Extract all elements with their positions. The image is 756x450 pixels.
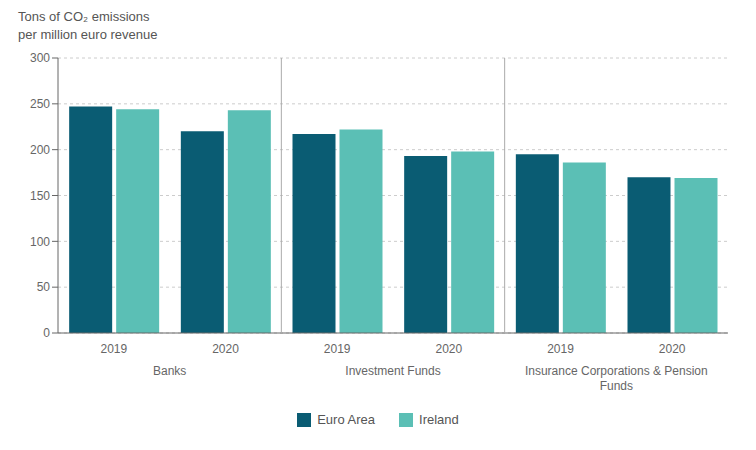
svg-text:100: 100 <box>30 235 50 249</box>
svg-text:Investment Funds: Investment Funds <box>345 364 440 378</box>
svg-text:Insurance Corporations & Pensi: Insurance Corporations & PensionFunds <box>525 364 708 393</box>
svg-text:0: 0 <box>43 326 50 340</box>
svg-text:300: 300 <box>30 51 50 65</box>
svg-text:2020: 2020 <box>435 342 462 356</box>
svg-text:2020: 2020 <box>212 342 239 356</box>
html-text:Euro Area: Euro Area <box>317 412 375 427</box>
html-text:per million euro revenue: per million euro revenue <box>18 27 158 42</box>
svg-text:2019: 2019 <box>100 342 127 356</box>
svg-text:2019: 2019 <box>547 342 574 356</box>
svg-text:2019: 2019 <box>324 342 351 356</box>
svg-text:50: 50 <box>37 280 51 294</box>
svg-text:200: 200 <box>30 143 50 157</box>
svg-text:Banks: Banks <box>153 364 186 378</box>
svg-text:150: 150 <box>30 189 50 203</box>
html-text:Tons of CO₂ emissions: Tons of CO₂ emissions <box>18 9 150 24</box>
svg-text:2020: 2020 <box>659 342 686 356</box>
svg-text:250: 250 <box>30 97 50 111</box>
html-text:Ireland: Ireland <box>419 412 459 427</box>
